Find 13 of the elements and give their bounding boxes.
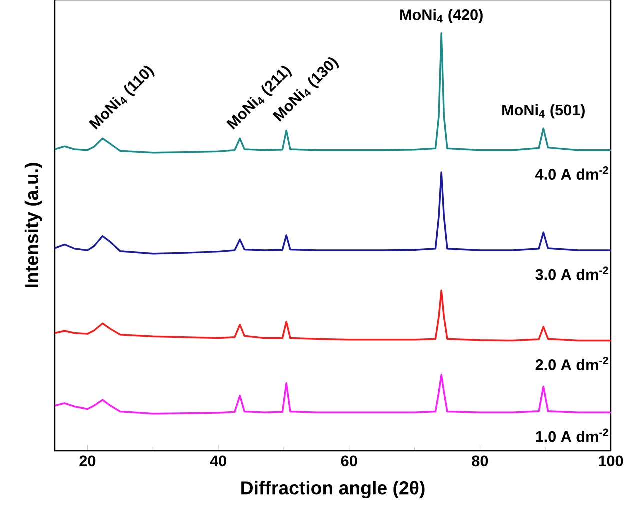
- x-tick-label: 20: [80, 456, 96, 467]
- annotation: MoNi$_{4}$ (420): [400, 9, 483, 24]
- x-axis-title: Diffraction angle (2θ): [242, 481, 425, 499]
- series-label: 1.0 A dm$^{-2}$: [536, 428, 608, 442]
- series-label: 4.0 A dm$^{-2}$: [536, 166, 608, 180]
- y-axis-title: Intensity (a.u.): [24, 163, 42, 288]
- annotation: MoNi$_{4}$ (501): [502, 104, 585, 119]
- series-label: 3.0 A dm$^{-2}$: [536, 266, 608, 280]
- x-tick-label: 80: [472, 456, 488, 467]
- series-label: 2.0 A dm$^{-2}$: [536, 356, 608, 370]
- x-tick-label: 60: [341, 456, 358, 467]
- x-tick-label: 100: [599, 456, 624, 467]
- x-tick-label: 40: [210, 456, 226, 467]
